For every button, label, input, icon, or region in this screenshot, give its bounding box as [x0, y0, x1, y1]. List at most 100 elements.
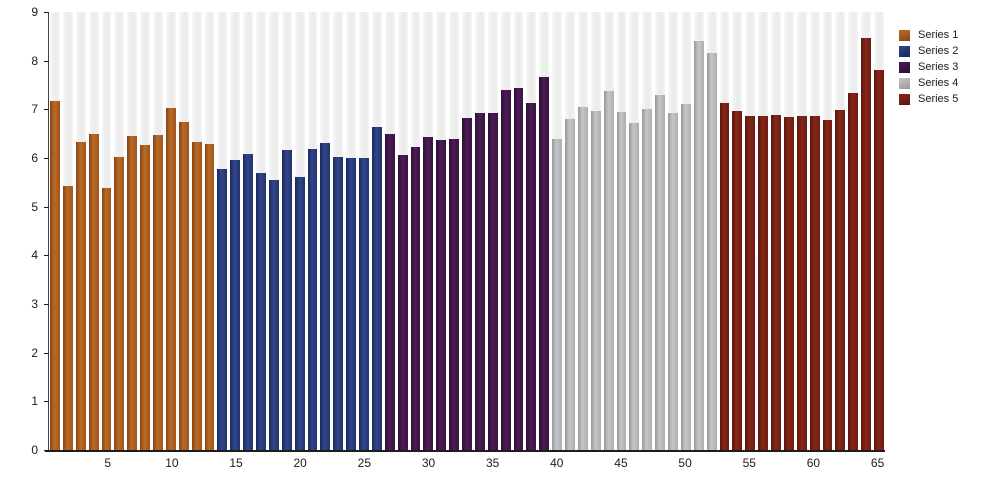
legend-label: Series 3	[918, 61, 959, 73]
bar-track	[526, 12, 537, 450]
y-tick-mark	[44, 401, 49, 403]
bar-series-5-item-7	[796, 115, 807, 450]
legend-swatch-icon	[899, 29, 910, 41]
x-tick-label-5: 5	[104, 456, 112, 470]
bar-series-1-item-12	[191, 142, 202, 450]
bar-series-4-item-13	[706, 52, 717, 450]
bar-series-5-item-2	[732, 111, 743, 450]
bar-series-4-item-8	[642, 109, 653, 450]
bar-track	[590, 12, 601, 450]
bar-track	[565, 12, 575, 450]
legend-item-4: Series 4	[899, 75, 958, 91]
bar-series-3-item-5	[436, 140, 447, 450]
y-tick-mark	[44, 206, 49, 208]
y-tick-label-2: 2	[31, 345, 38, 360]
bar-track	[719, 12, 730, 450]
y-tick-label-8: 8	[31, 53, 38, 68]
x-tick-label-50: 50	[678, 456, 692, 470]
bar-series-1-item-13	[204, 144, 215, 450]
bar-track	[346, 12, 356, 450]
bar-track	[706, 12, 717, 450]
bar-series-5-item-12	[861, 38, 871, 450]
bar-track	[178, 12, 189, 450]
y-tick-label-3: 3	[31, 297, 38, 311]
bar-series-3-item-2	[397, 154, 408, 450]
bar-series-2-item-13	[371, 127, 382, 450]
legend-label: Series 2	[918, 45, 959, 57]
bar-track	[359, 12, 369, 450]
bar-track	[809, 12, 820, 450]
x-tick-label-15: 15	[229, 456, 243, 470]
bar-series-1-item-11	[178, 122, 189, 450]
y-tick-mark	[44, 304, 49, 305]
bar-series-2-item-4	[256, 172, 266, 450]
y-tick-mark	[44, 255, 49, 257]
bar-series-3-item-4	[423, 137, 434, 450]
y-tick-label-4: 4	[31, 248, 38, 263]
bar-series-3-item-10	[500, 90, 511, 450]
bar-series-2-item-6	[281, 150, 292, 450]
bar-track	[371, 12, 382, 450]
bar-series-5-item-4	[758, 116, 768, 450]
bar-series-1-item-3	[75, 142, 86, 450]
bar-series-1-item-1	[50, 100, 60, 450]
x-tick-label-60: 60	[806, 456, 821, 470]
y-tick-label-5: 5	[31, 199, 38, 214]
bar-series-4-item-1	[552, 138, 562, 450]
bar-track	[462, 12, 472, 450]
bar-track	[552, 12, 562, 450]
bar-series-2-item-10	[333, 157, 344, 450]
bar-track	[603, 12, 614, 450]
legend-label: Series 4	[918, 77, 959, 89]
y-tick-mark	[44, 352, 49, 354]
bar-series-1-item-9	[153, 134, 163, 450]
bar-track	[397, 12, 408, 450]
bar-track	[500, 12, 511, 450]
bar-track	[693, 12, 704, 450]
bar-track	[732, 12, 743, 450]
legend-label: Series 5	[918, 93, 959, 105]
bar-series-4-item-3	[577, 106, 588, 450]
bar-track	[410, 12, 421, 450]
bar-track	[230, 12, 241, 450]
bar-track	[835, 12, 846, 450]
bar-track	[153, 12, 163, 450]
bar-series-1-item-6	[114, 157, 125, 450]
bar-series-4-item-10	[668, 113, 678, 450]
bar-series-5-item-11	[848, 93, 859, 450]
bar-series-3-item-1	[384, 134, 395, 450]
bar-track	[281, 12, 292, 450]
legend-swatch-icon	[899, 93, 910, 105]
bar-track	[165, 12, 176, 450]
x-tick-label-30: 30	[421, 456, 436, 470]
bar-track	[449, 12, 459, 450]
bar-track	[642, 12, 653, 450]
bar-series-2-item-11	[346, 158, 356, 450]
bar-series-2-item-9	[320, 142, 331, 450]
bar-track	[474, 12, 485, 450]
x-tick-label-55: 55	[742, 456, 756, 470]
legend-item-3: Series 3	[899, 59, 958, 75]
y-axis-line	[48, 12, 49, 452]
x-tick-label-25: 25	[357, 456, 372, 470]
bar-track	[771, 12, 781, 450]
y-tick-label-1: 1	[31, 394, 38, 409]
bar-track	[616, 12, 627, 450]
bar-track	[848, 12, 859, 450]
bar-track	[294, 12, 305, 450]
bar-track	[114, 12, 125, 450]
bar-series-1-item-8	[140, 145, 150, 450]
x-tick-label-40: 40	[550, 456, 564, 470]
legend-swatch-icon	[899, 77, 910, 89]
bar-series-4-item-4	[590, 111, 601, 450]
legend-swatch-icon	[899, 61, 910, 73]
bar-track	[88, 12, 99, 450]
bar-track	[822, 12, 833, 450]
bar-track	[874, 12, 884, 450]
y-tick-mark	[44, 158, 49, 159]
x-axis-line	[45, 450, 885, 452]
bar-series-3-item-12	[526, 102, 537, 450]
bar-track	[75, 12, 86, 450]
bar-series-5-item-13	[874, 69, 884, 450]
bar-series-5-item-1	[719, 103, 730, 450]
